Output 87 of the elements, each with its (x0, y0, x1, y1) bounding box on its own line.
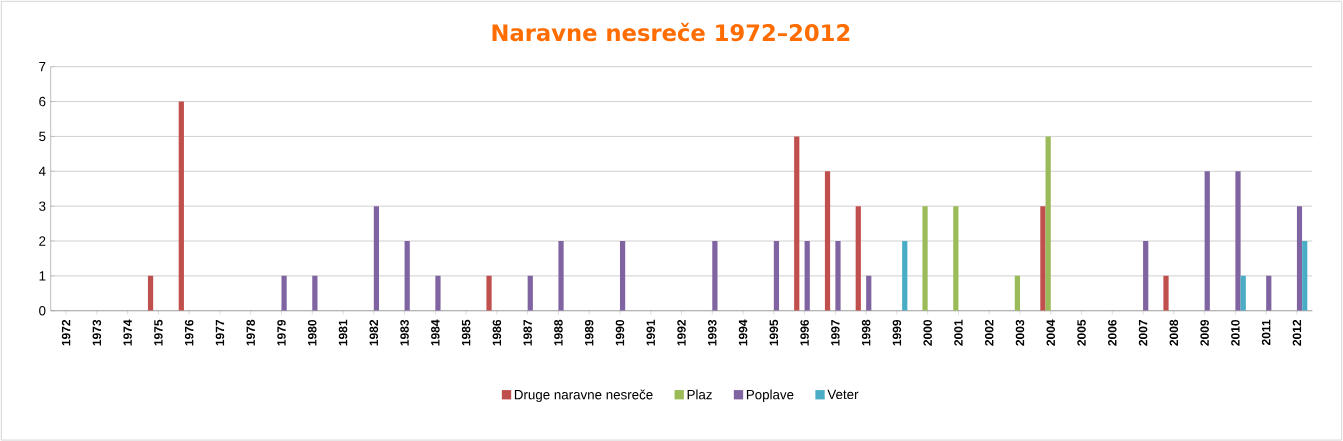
bar (1163, 275, 1169, 311)
bar (312, 275, 318, 311)
x-tick-label: 2009 (1200, 319, 1209, 346)
legend-label: Poplave (746, 389, 794, 402)
y-tick-label: 2 (39, 236, 46, 246)
y-tick-label: 1 (39, 271, 46, 281)
x-tick-label: 1986 (492, 319, 502, 346)
bar (1204, 171, 1210, 311)
y-tick-label: 3 (39, 201, 46, 211)
legend-label: Plaz (687, 389, 712, 400)
bar (486, 275, 492, 311)
bar (953, 205, 959, 311)
bar (1045, 136, 1051, 311)
x-tick-label: 2001 (954, 319, 963, 346)
bar (922, 205, 928, 311)
bar (794, 136, 800, 311)
x-tick-label: 1988 (554, 319, 563, 346)
bar (435, 275, 441, 311)
bar (373, 205, 380, 311)
x-tick-label: 1978 (246, 319, 255, 346)
bar (1014, 275, 1020, 311)
bar (1143, 240, 1149, 311)
x-tick-label: 1979 (277, 319, 286, 346)
bar (404, 240, 410, 311)
bar (804, 240, 810, 311)
x-tick-label: 1997 (831, 319, 840, 346)
bar (1235, 171, 1241, 311)
x-tick-label: 1994 (738, 319, 748, 346)
x-tick-label: 1984 (431, 319, 440, 346)
bar (147, 275, 154, 311)
x-tick-label: 1981 (338, 319, 348, 346)
x-tick-label: 2011 (1261, 319, 1271, 345)
x-tick-label: 1989 (584, 319, 594, 346)
bar (1296, 205, 1303, 311)
x-tick-label: 2000 (923, 319, 932, 346)
bar (866, 275, 872, 311)
y-tick-label: 6 (39, 96, 46, 107)
bar (835, 240, 841, 311)
x-tick-label: 1999 (892, 319, 902, 346)
x-tick-label: 1987 (523, 319, 532, 346)
bar (824, 171, 831, 311)
x-tick-label: 2005 (1077, 319, 1086, 346)
x-tick-label: 1983 (400, 319, 409, 346)
x-tick-label: 1993 (708, 319, 717, 346)
bar (619, 240, 626, 311)
y-tick-label: 7 (39, 61, 46, 72)
x-tick-label: 1976 (184, 319, 194, 346)
bar (178, 101, 184, 311)
x-tick-label: 1977 (215, 319, 225, 346)
legend-label: Druge naravne nesreče (514, 389, 653, 402)
x-tick-label: 1982 (369, 319, 379, 346)
x-tick-label: 1974 (123, 319, 132, 346)
bar (527, 275, 533, 311)
x-tick-label: 1975 (154, 319, 163, 346)
y-tick-label: 4 (38, 166, 46, 176)
bar (855, 205, 861, 311)
bar (902, 240, 908, 311)
x-tick-label: 1990 (615, 319, 625, 346)
bar (281, 275, 287, 311)
chart-title: Naravne nesreče 1972–2012 (492, 22, 850, 42)
bar (558, 240, 564, 311)
x-tick-label: 2006 (1108, 319, 1117, 346)
bar (1240, 275, 1246, 311)
x-tick-label: 2007 (1138, 319, 1148, 346)
bar (1040, 205, 1046, 311)
x-tick-label: 1992 (677, 319, 686, 346)
bar (712, 240, 718, 311)
x-tick-label: 1998 (861, 319, 871, 346)
x-tick-label: 1991 (646, 319, 655, 346)
x-tick-label: 2002 (984, 319, 994, 346)
x-tick-label: 1985 (461, 319, 471, 346)
bar (773, 240, 780, 311)
x-tick-label: 2012 (1292, 319, 1302, 346)
bar (1266, 275, 1272, 311)
x-tick-label: 2008 (1169, 319, 1179, 346)
x-tick-label: 1995 (769, 319, 779, 346)
legend-label: Veter (827, 389, 859, 399)
x-tick-label: 2003 (1015, 319, 1025, 346)
bar (1302, 240, 1308, 311)
x-tick-label: 1980 (308, 319, 317, 346)
x-tick-label: 2010 (1231, 319, 1240, 346)
y-tick-label: 5 (39, 131, 46, 141)
x-tick-label: 1996 (800, 319, 809, 346)
x-tick-label: 2004 (1046, 319, 1056, 346)
x-tick-label: 1973 (92, 319, 102, 346)
x-tick-label: 1972 (61, 319, 71, 346)
y-tick-label: 0 (39, 305, 46, 316)
